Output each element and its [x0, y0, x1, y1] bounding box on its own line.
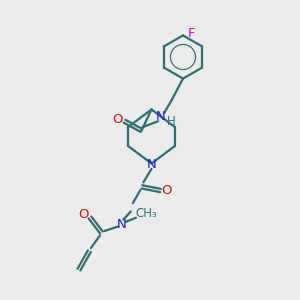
- Text: N: N: [155, 110, 165, 123]
- Text: F: F: [188, 27, 195, 40]
- Text: O: O: [79, 208, 89, 221]
- Text: O: O: [161, 184, 172, 197]
- Text: CH₃: CH₃: [136, 207, 158, 220]
- Text: N: N: [147, 158, 156, 171]
- Text: H: H: [167, 115, 176, 128]
- Text: N: N: [117, 218, 127, 232]
- Text: O: O: [113, 113, 123, 126]
